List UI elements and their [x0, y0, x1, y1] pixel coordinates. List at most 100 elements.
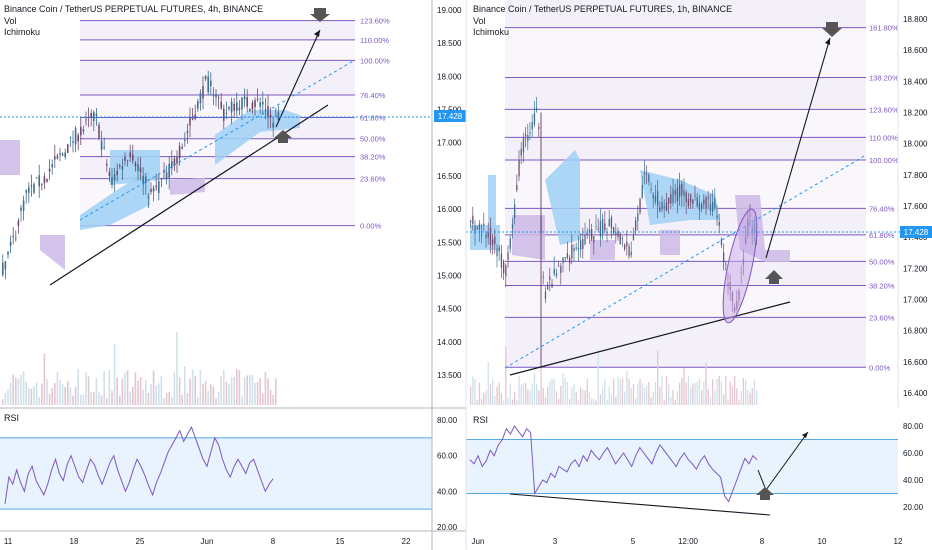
- right-price-label: 17.428: [904, 228, 929, 237]
- candle-body: [9, 241, 12, 246]
- volume-bar: [163, 398, 165, 405]
- volume-bar: [518, 375, 520, 405]
- volume-bar: [197, 397, 199, 405]
- candle-body: [7, 252, 9, 255]
- candle-body: [613, 227, 615, 233]
- candle-body: [582, 239, 584, 250]
- volume-bar: [259, 378, 261, 405]
- candle-body: [116, 170, 118, 175]
- candle-body: [126, 160, 129, 162]
- candle-body: [207, 76, 209, 93]
- candle-body: [720, 239, 723, 245]
- volume-bar: [470, 386, 472, 405]
- volume-bar: [262, 393, 264, 405]
- volume-bar: [527, 389, 529, 405]
- candle-body: [628, 246, 630, 257]
- candle-body: [181, 146, 183, 149]
- volume-bar: [48, 394, 51, 405]
- candle-body: [485, 233, 487, 239]
- volume-bar: [652, 391, 654, 405]
- candle-body: [553, 268, 555, 274]
- candle-body: [626, 241, 628, 247]
- candle-body: [529, 132, 531, 134]
- volume-bar: [77, 369, 79, 405]
- y-tick-label: 18.800: [903, 15, 928, 24]
- ichimoku-cloud: [545, 150, 580, 245]
- candle-body: [593, 236, 595, 243]
- volume-bar: [591, 398, 593, 405]
- left-indicator-ichimoku: Ichimoku: [4, 27, 40, 37]
- ichimoku-cloud: [80, 170, 150, 230]
- volume-bar: [663, 400, 665, 405]
- x-tick-label: 25: [136, 537, 145, 546]
- candle-body: [591, 229, 593, 240]
- candle-body: [113, 174, 116, 181]
- candle-body: [641, 184, 643, 198]
- left-indicator-vol: Vol: [4, 16, 17, 26]
- volume-bar: [657, 350, 659, 405]
- candle-body: [672, 188, 674, 203]
- candle-body: [538, 127, 540, 129]
- volume-bar: [194, 375, 196, 405]
- candle-body: [152, 187, 155, 192]
- rsi-band: [466, 439, 898, 494]
- volume-bar: [2, 398, 4, 405]
- fib-level-label: 23.60%: [360, 175, 386, 184]
- volume-bar: [67, 381, 69, 405]
- volume-bar: [729, 381, 731, 405]
- candle-body: [670, 194, 672, 204]
- volume-bar: [610, 394, 613, 405]
- volume-bar: [223, 370, 225, 405]
- volume-bar: [217, 391, 220, 405]
- ichimoku-cloud: [215, 110, 300, 165]
- y-tick-label: 17.200: [903, 264, 928, 273]
- candle-body: [35, 177, 38, 179]
- candle-body: [103, 147, 105, 149]
- candle-body: [251, 102, 254, 110]
- volume-bar: [604, 379, 606, 405]
- ichimoku-cloud: [512, 215, 545, 260]
- volume-bar: [165, 392, 168, 405]
- rsi-tick-label: 60.00: [437, 452, 458, 461]
- volume-bar: [191, 369, 194, 405]
- candle-body: [139, 167, 142, 173]
- volume-bar: [113, 343, 116, 405]
- candle-body: [542, 276, 544, 278]
- volume-bar: [72, 395, 74, 405]
- candle-body: [569, 257, 571, 264]
- volume-bar: [171, 396, 173, 405]
- up-arrow-marker: [274, 130, 292, 143]
- candle-body: [703, 199, 705, 205]
- candle-body: [129, 152, 131, 158]
- volume-bar: [243, 377, 246, 405]
- volume-bar: [544, 396, 547, 405]
- candle-body: [269, 114, 272, 118]
- right-price-tag: 17.428: [900, 226, 932, 238]
- volume-bar: [137, 380, 139, 405]
- candle-body: [137, 164, 139, 172]
- right-indicator-vol: Vol: [473, 16, 486, 26]
- volume-bar: [630, 387, 632, 405]
- volume-bar: [692, 383, 694, 405]
- volume-bar: [17, 378, 20, 405]
- volume-bar: [236, 369, 238, 405]
- left-rsi-label: RSI: [4, 413, 19, 423]
- candle-body: [481, 234, 483, 236]
- projection-arrow-head: [825, 38, 830, 45]
- candle-body: [2, 262, 4, 275]
- y-tick-label: 15.000: [437, 271, 462, 280]
- volume-bar: [584, 390, 586, 405]
- volume-bar: [228, 384, 230, 405]
- y-tick-label: 18.200: [903, 109, 928, 118]
- candle-body: [147, 196, 150, 198]
- candle-body: [511, 224, 514, 229]
- volume-bar: [716, 379, 718, 405]
- volume-bar: [507, 398, 509, 405]
- y-tick-label: 17.800: [903, 171, 928, 180]
- volume-bar: [613, 379, 615, 405]
- volume-bar: [542, 387, 544, 405]
- candle-body: [43, 176, 46, 184]
- candle-body: [487, 232, 489, 238]
- volume-bar: [64, 387, 66, 405]
- candle-body: [472, 215, 474, 225]
